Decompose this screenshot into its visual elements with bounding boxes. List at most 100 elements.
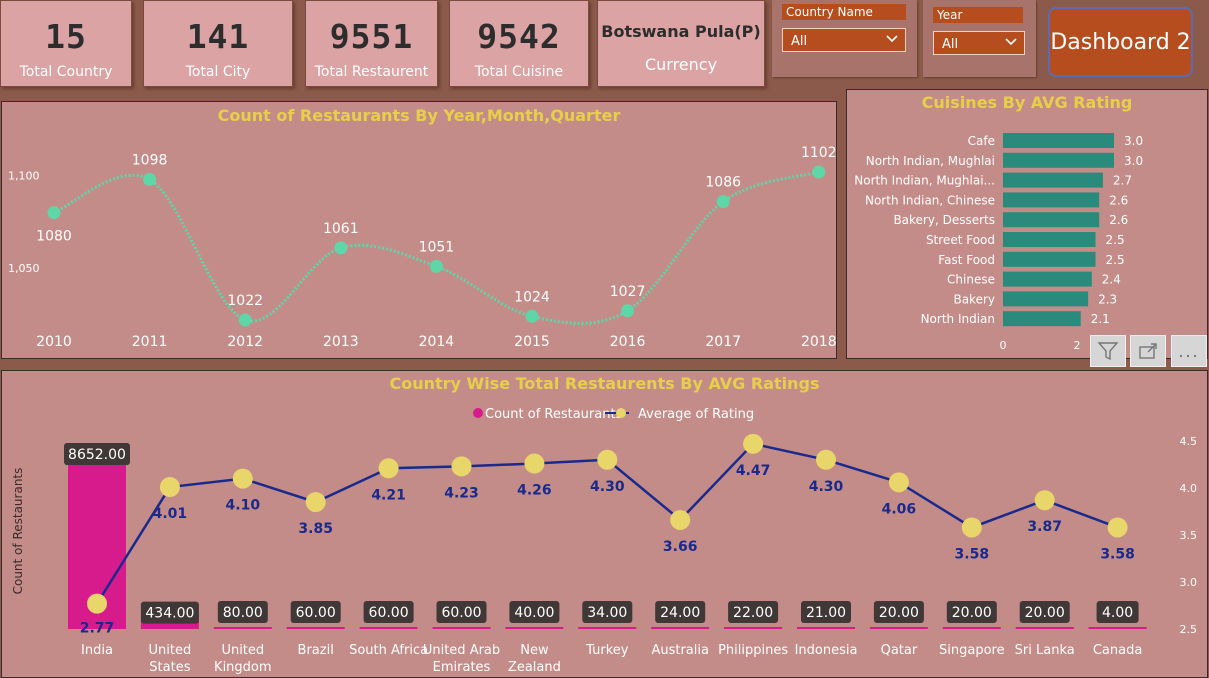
data-label: 1027: [610, 284, 646, 300]
bar: [1003, 133, 1114, 148]
bar: [1015, 627, 1074, 629]
bar: [942, 627, 1001, 629]
bar-label-box: [64, 443, 130, 465]
bar: [1003, 192, 1100, 208]
data-point: [334, 241, 348, 255]
more-options-button[interactable]: ...: [1171, 335, 1207, 367]
rating-point: [1034, 490, 1055, 511]
kpi-card-total-cuisine: 9542 Total Cuisine: [449, 0, 589, 87]
value-label: 2.5: [1106, 233, 1125, 247]
line-chart-title: Count of Restaurants By Year,Month,Quart…: [217, 106, 621, 125]
bar: [140, 620, 199, 629]
rating-label: 4.23: [444, 485, 479, 501]
bar-label: 24.00: [660, 605, 700, 621]
rating-label: 3.58: [955, 546, 990, 562]
rating-label: 3.58: [1100, 546, 1135, 562]
x-tick-label: Sri Lanka: [1015, 643, 1075, 658]
bar-label: 22.00: [733, 605, 773, 621]
combo-chart-title: Country Wise Total Restaurents By AVG Ra…: [389, 374, 820, 393]
cuisine-chart-title: Cuisines By AVG Rating: [921, 93, 1133, 112]
x-tick-label: United Arab: [423, 643, 500, 658]
bar-label-box: [873, 601, 924, 623]
bar-label: 8652.00: [68, 447, 126, 463]
bar-label-box: [801, 601, 851, 623]
rating-point: [232, 468, 253, 489]
filter-icon: [1097, 342, 1119, 361]
x-tick-label: 2011: [132, 334, 168, 350]
bar: [1088, 627, 1147, 629]
value-label: 2.1: [1091, 312, 1110, 326]
rating-point: [1107, 517, 1128, 538]
rating-point: [87, 593, 107, 614]
x-tick-label: 2017: [705, 334, 741, 350]
country-slicer-title: Country Name: [782, 4, 906, 20]
data-label: 1022: [227, 293, 263, 309]
rating-label: 3.66: [663, 539, 698, 555]
data-point: [143, 172, 157, 186]
bar-label: 60.00: [296, 605, 336, 621]
rating-label: 4.21: [371, 487, 406, 503]
data-point: [238, 313, 252, 327]
focus-mode-button[interactable]: [1130, 335, 1166, 367]
x-tick-label: 2015: [514, 334, 550, 350]
value-label: 2.3: [1098, 292, 1117, 306]
category-label: Chinese: [947, 273, 995, 287]
category-label: Street Food: [926, 233, 995, 247]
kpi-card-total-city: 141 Total City: [143, 0, 293, 87]
kpi-value: 9551: [329, 17, 414, 56]
x-tick-label: 2: [1074, 339, 1081, 352]
rating-label: 4.10: [226, 498, 261, 514]
y2-tick-label: 3.5: [1180, 529, 1198, 542]
year-slicer: Year All: [923, 0, 1036, 77]
bar-label-box: [509, 601, 560, 623]
legend-marker: [473, 408, 483, 418]
country-wise-panel: Country Wise Total Restaurents By AVG Ra…: [1, 370, 1208, 678]
rating-point: [597, 449, 618, 470]
bar: [724, 627, 783, 629]
x-tick-label: Singapore: [939, 643, 1005, 658]
kpi-label: Total Restaurent: [314, 64, 429, 80]
dashboard-2-button[interactable]: Dashboard 2: [1048, 7, 1193, 77]
currency-value: Botswana Pula(P): [601, 22, 761, 41]
cuisines-by-rating-chart: Cafe 3.0 North Indian, Mughlai 3.0 North Ind…: [854, 133, 1143, 352]
bar-label: 20.00: [952, 605, 992, 621]
country-dropdown[interactable]: All: [782, 28, 906, 52]
bar: [1003, 311, 1081, 327]
bar: [1003, 271, 1092, 287]
rating-label: 3.87: [1027, 519, 1062, 535]
bar: [213, 627, 272, 629]
value-label: 2.6: [1109, 193, 1128, 207]
y2-tick-label: 3.0: [1180, 576, 1198, 589]
x-tick-label: 2018: [801, 334, 837, 350]
year-dropdown[interactable]: All: [933, 31, 1025, 55]
focus-mode-icon: [1139, 343, 1157, 359]
rating-label: 4.47: [736, 463, 771, 479]
rating-point: [451, 456, 472, 477]
more-options-icon: ...: [1178, 341, 1200, 361]
rating-label: 4.30: [809, 479, 844, 495]
bar-label-box: [655, 601, 706, 623]
rating-label: 4.01: [153, 506, 188, 522]
category-label: Fast Food: [938, 253, 995, 267]
bar-label-box: [140, 601, 199, 624]
kpi-label: Total Country: [19, 64, 113, 80]
kpi-label: Total Cuisine: [474, 64, 564, 80]
rating-label: 3.85: [298, 521, 333, 537]
data-point: [812, 165, 826, 179]
rating-label: 4.30: [590, 479, 625, 495]
x-tick-label: United: [149, 643, 192, 658]
y-tick-label: 1,100: [8, 170, 40, 183]
bar-label: 40.00: [514, 605, 554, 621]
filter-button[interactable]: [1090, 335, 1126, 367]
data-label: 1086: [705, 175, 741, 191]
y-tick-label: 1,050: [8, 262, 40, 275]
bar-label: 21.00: [806, 605, 846, 621]
kpi-card-total-country: 15 Total Country: [0, 0, 132, 87]
bar: [286, 627, 345, 629]
bar: [1003, 212, 1100, 228]
data-point: [525, 309, 539, 323]
value-label: 2.6: [1109, 213, 1128, 227]
category-label: Bakery, Desserts: [893, 213, 995, 227]
x-tick-label: Zealand: [508, 660, 561, 675]
bar: [651, 627, 710, 629]
